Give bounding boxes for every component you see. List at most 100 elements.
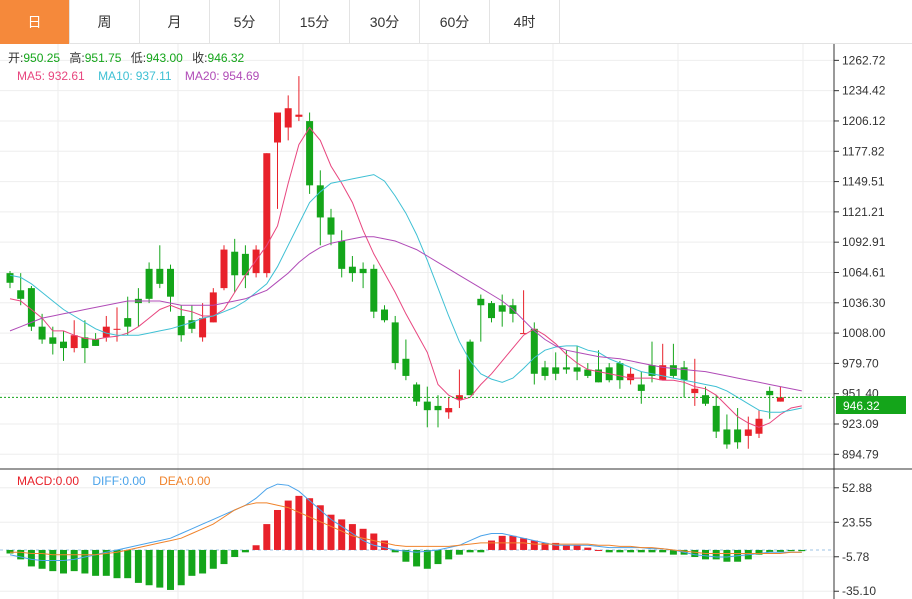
macd-bar-52 [562,545,570,550]
candle-body-26 [284,108,292,128]
price-tick-label-2: 1206.12 [842,114,886,128]
tab-60min[interactable]: 60分 [420,0,490,44]
candle-body-40 [434,405,442,411]
candle-body-65 [702,395,709,404]
macd-bar-66 [712,549,720,560]
candle-body-28 [306,121,314,186]
candle-body-44 [477,298,485,306]
macd-tick-label-3: -35.10 [842,584,876,598]
candle-body-45 [488,303,495,319]
macd-bar-23 [252,545,260,550]
ohlc-legend: 开:950.25 高:951.75 低:943.00 收:946.32 [8,50,245,65]
period-tabs: 日 周 月 5分 15分 30分 60分 4时 [0,0,912,44]
macd-bar-45 [488,540,495,550]
candle-body-6 [70,335,78,349]
candle-body-29 [316,185,324,218]
candle-body-8 [92,339,100,346]
candle-body-67 [723,429,731,445]
macd-bar-10 [113,549,121,579]
candle-body-34 [370,268,378,312]
candle-body-63 [680,367,688,381]
macd-bar-34 [370,533,378,550]
ma5-line [9,126,802,428]
macd-bar-16 [177,549,185,586]
macd-bar-11 [124,549,132,579]
tab-30min[interactable]: 30分 [350,0,420,44]
candle-body-13 [145,268,153,299]
price-tick-label-6: 1092.91 [842,235,886,249]
macd-bar-56 [605,549,613,553]
price-tick-label-10: 979.70 [842,356,879,370]
macd-bar-51 [552,542,560,550]
tab-day[interactable]: 日 [0,0,70,44]
macd-bar-26 [284,500,292,550]
macd-bar-67 [723,549,731,562]
candle-body-31 [338,241,346,269]
tab-4hour[interactable]: 4时 [490,0,560,44]
candle-body-36 [391,322,399,364]
macd-histogram [6,495,806,590]
candle-body-55 [595,369,602,383]
macd-bar-55 [595,549,602,551]
macd-bar-73 [787,549,795,552]
tab-month[interactable]: 月 [140,0,210,44]
candle-body-66 [712,405,720,432]
macd-bar-61 [659,549,667,553]
macd-bar-25 [274,509,281,550]
candle-body-39 [423,401,431,411]
macd-bar-30 [327,514,335,550]
candle-body-18 [199,318,207,338]
macd-bar-62 [669,549,677,555]
candle-body-11 [124,318,132,327]
candle-body-35 [381,309,388,321]
candle-body-42 [455,395,463,400]
price-tick-label-12: 923.09 [842,417,879,431]
candle-body-14 [156,268,164,284]
ma-legend: MA5: 932.61 MA10: 937.11 MA20: 954.69 [17,69,260,83]
macd-bar-33 [359,528,367,550]
tab-15min[interactable]: 15分 [280,0,350,44]
candle-body-21 [231,251,239,276]
macd-tick-label-2: -5.78 [842,550,870,564]
candle-body-46 [498,305,506,312]
tab-week[interactable]: 周 [70,0,140,44]
macd-bar-58 [627,549,635,553]
macd-bar-29 [316,505,324,550]
candle-body-38 [413,384,421,402]
candle-body-9 [102,326,110,338]
macd-bar-41 [445,549,453,560]
macd-bar-65 [702,549,709,560]
macd-bar-71 [766,549,774,553]
price-tick-label-3: 1177.82 [842,144,885,158]
candle-body-60 [648,365,656,376]
macd-bar-7 [81,549,89,574]
price-tick-label-0: 1262.72 [842,53,886,67]
candle-body-33 [359,268,367,274]
candle-body-41 [445,408,453,413]
macd-bar-53 [573,545,581,550]
macd-bar-39 [423,549,431,569]
tab-5min[interactable]: 5分 [210,0,280,44]
candle-body-59 [637,384,645,391]
candle-body-43 [466,341,474,396]
macd-bar-42 [455,549,463,555]
candle-body-4 [49,337,57,344]
candle-body-23 [252,249,260,274]
macd-bar-14 [156,549,164,588]
macd-bar-22 [241,549,249,553]
macd-bar-48 [520,538,528,550]
candle-body-72 [776,397,784,402]
candle-body-64 [691,388,699,394]
candle-body-19 [209,292,217,323]
macd-bar-6 [70,549,78,572]
candle-body-22 [241,253,249,276]
candles [6,76,784,449]
candle-body-51 [552,367,560,374]
candle-body-27 [295,114,303,117]
macd-bar-60 [648,549,656,553]
macd-bar-12 [134,549,142,583]
macd-bar-0 [6,549,14,554]
ma-lines [9,126,802,428]
dea-line [10,502,802,556]
